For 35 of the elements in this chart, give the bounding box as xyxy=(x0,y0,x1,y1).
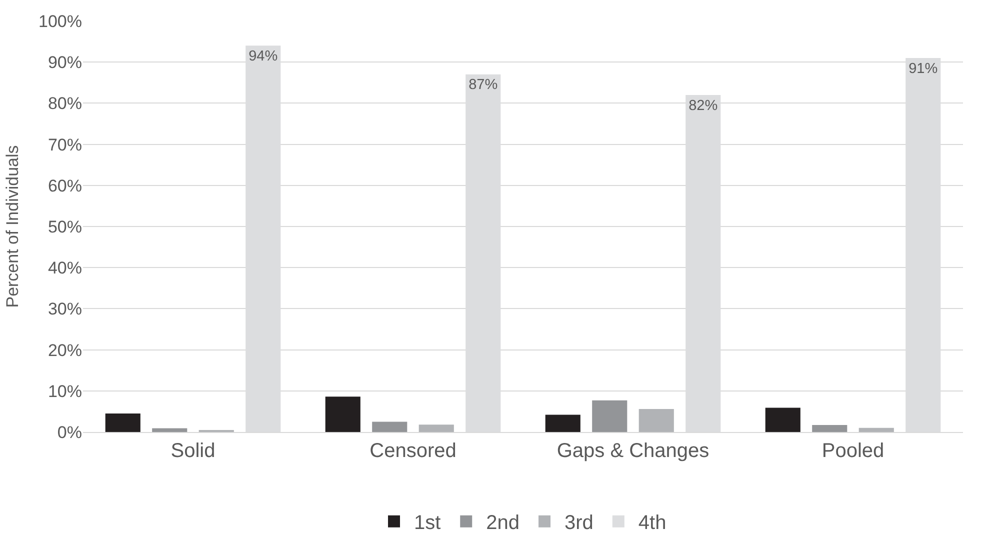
bar xyxy=(765,408,800,432)
data-label: 82% xyxy=(688,98,718,114)
bar xyxy=(812,425,848,432)
y-tick-label: 20% xyxy=(48,340,82,360)
y-tick-label: 10% xyxy=(48,382,82,401)
legend-label: 2nd xyxy=(486,512,520,534)
legend-label: 4th xyxy=(638,512,666,534)
y-tick-label: 90% xyxy=(48,53,82,72)
bar xyxy=(372,422,408,432)
y-tick-label: 50% xyxy=(48,217,82,236)
bar xyxy=(105,414,140,432)
y-tick-label: 0% xyxy=(57,422,82,442)
bar xyxy=(418,424,454,432)
legend-label: 3rd xyxy=(564,512,594,534)
x-tick-label: Censored xyxy=(370,440,456,462)
data-label: 87% xyxy=(468,77,498,94)
y-tick-label: 60% xyxy=(48,176,82,196)
y-tick-label: 80% xyxy=(48,94,82,114)
x-tick-label: Gaps & Changes xyxy=(556,440,710,462)
legend-label: 1st xyxy=(414,512,442,534)
bar xyxy=(638,408,674,432)
data-label: 94% xyxy=(248,48,278,64)
bar xyxy=(592,400,628,432)
y-tick-label: 40% xyxy=(48,258,82,278)
y-tick-label: 70% xyxy=(48,135,82,154)
bar xyxy=(325,396,360,432)
x-tick-label: Solid xyxy=(170,440,216,462)
y-axis-title: Percent of Individuals xyxy=(3,145,22,308)
data-label: 91% xyxy=(908,60,938,77)
y-tick-label: 100% xyxy=(38,12,82,31)
bar xyxy=(545,414,580,432)
bar xyxy=(858,428,894,432)
y-tick-label: 30% xyxy=(48,300,82,319)
x-tick-label: Pooled xyxy=(822,440,884,462)
bar xyxy=(152,428,188,432)
